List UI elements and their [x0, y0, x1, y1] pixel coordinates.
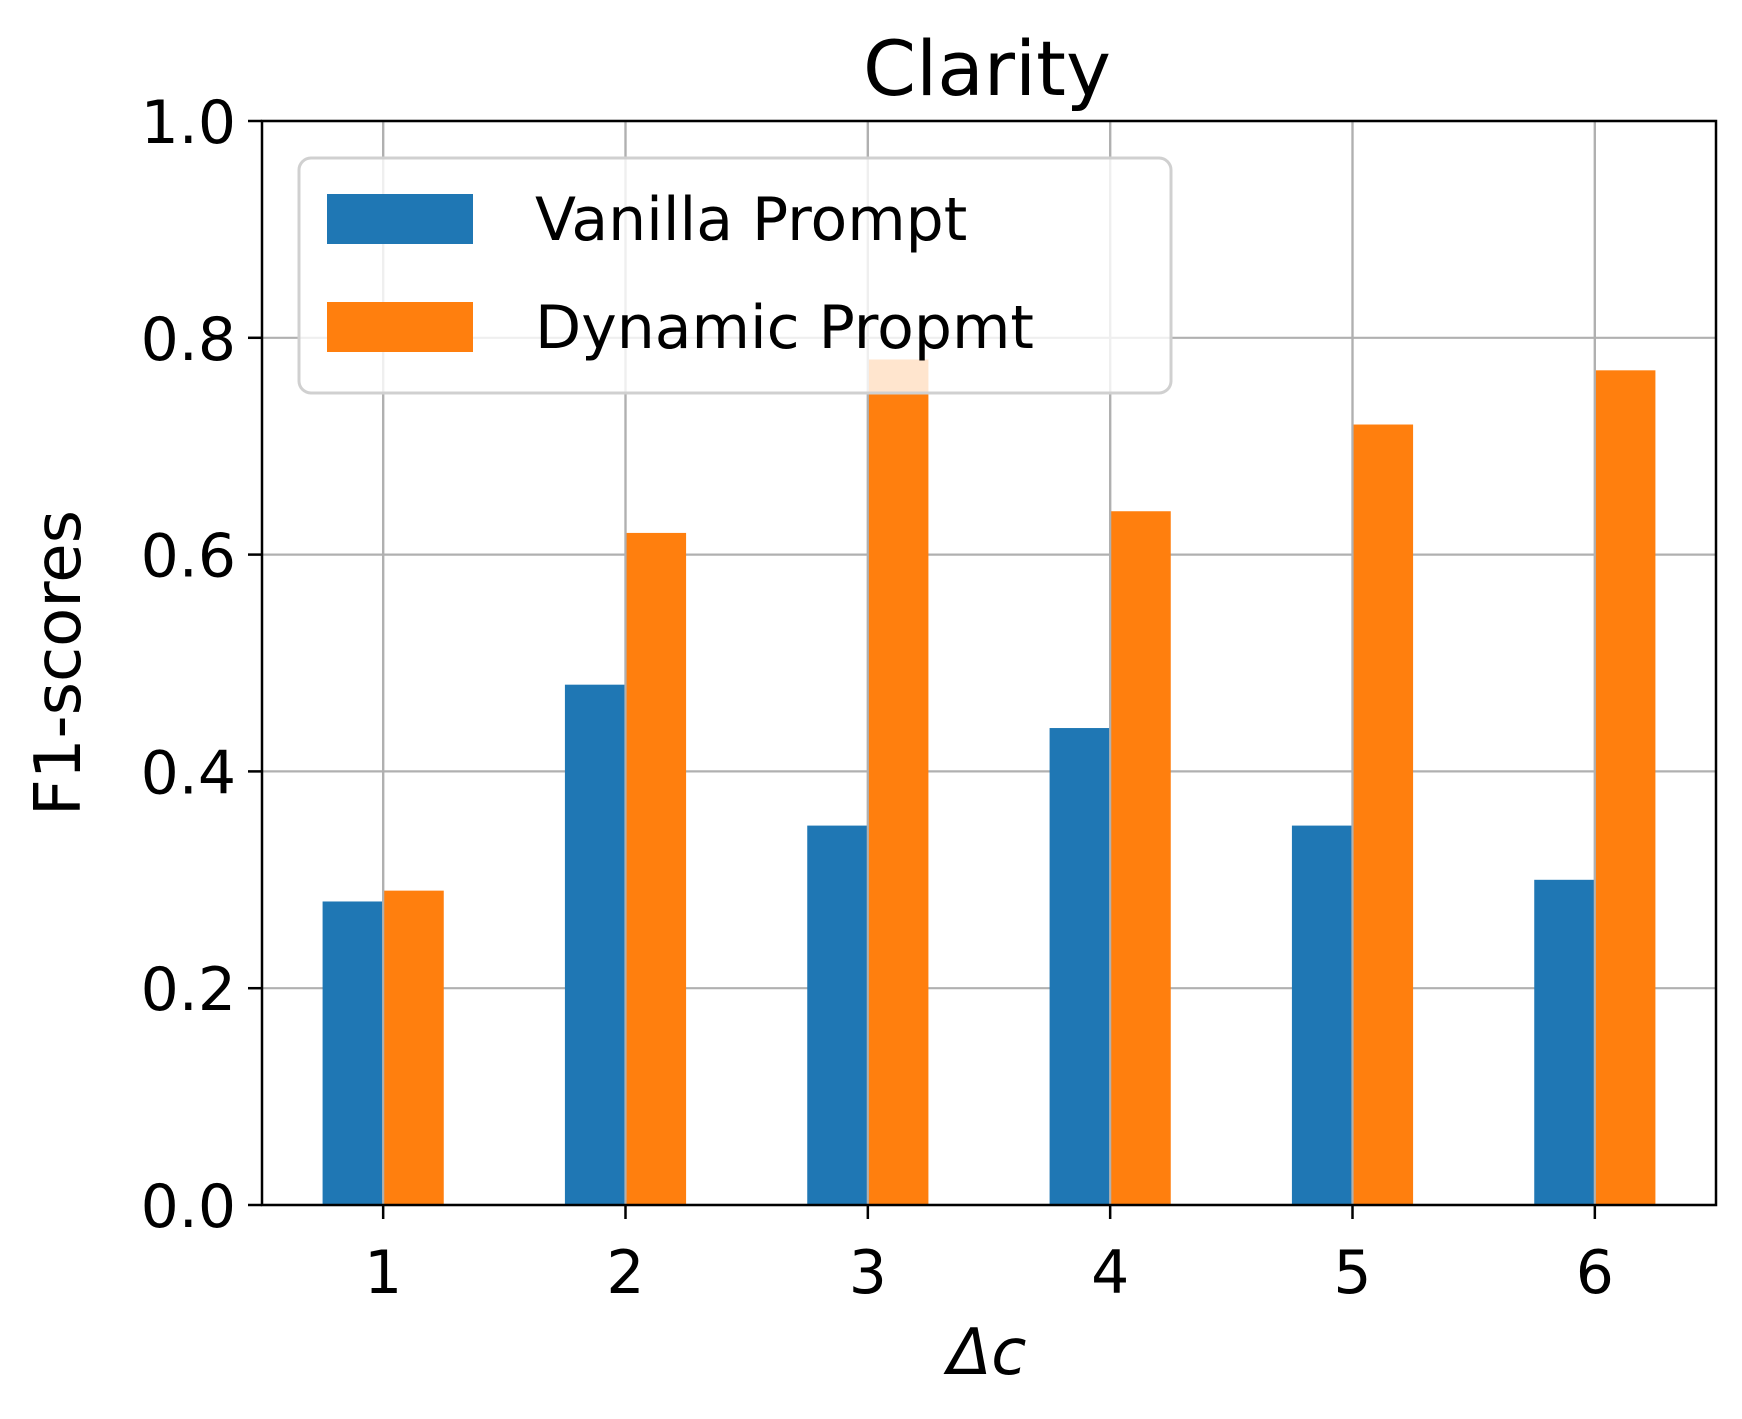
bar-dynamic-propmt-4	[1110, 511, 1171, 1205]
ticks: 0.0 0.2 0.4 0.6 0.8 1.0 1 2 3 4 5 6	[141, 88, 1614, 1308]
bar-vanilla-prompt-5	[1291, 825, 1353, 1205]
axes	[260, 119, 1718, 1207]
bar-dynamic-propmt-2	[625, 532, 687, 1205]
x-tick-label: 6	[1576, 1238, 1614, 1308]
chart-title: Clarity	[863, 24, 1111, 113]
legend-label: Dynamic Propmt	[535, 293, 1034, 363]
bar-vanilla-prompt-1	[322, 901, 384, 1205]
bar-dynamic-propmt-3	[867, 359, 929, 1206]
legend-swatch	[327, 302, 473, 352]
x-tick-label: 3	[849, 1238, 887, 1308]
y-tick-label: 1.0	[141, 88, 236, 158]
legend-swatch	[327, 194, 473, 244]
y-tick-label: 0.8	[141, 305, 236, 375]
y-axis-label: F1-scores	[22, 510, 96, 816]
bar-vanilla-prompt-6	[1534, 879, 1595, 1205]
bar-vanilla-prompt-3	[807, 825, 868, 1205]
bar-dynamic-propmt-5	[1352, 424, 1414, 1205]
x-axis-label: Δc	[943, 1316, 1027, 1390]
legend-box	[297, 156, 1173, 395]
x-tick-label: 5	[1333, 1238, 1371, 1308]
plot-frame	[260, 119, 1718, 1207]
y-tick-label: 0.4	[141, 738, 236, 808]
bar-dynamic-propmt-6	[1594, 370, 1656, 1205]
y-tick-label: 0.0	[141, 1172, 236, 1242]
bar-dynamic-propmt-1	[383, 890, 444, 1205]
y-tick-label: 0.6	[141, 522, 236, 592]
bar-vanilla-prompt-2	[564, 684, 626, 1205]
x-tick-label: 2	[606, 1238, 644, 1308]
bar-vanilla-prompt-4	[1049, 728, 1111, 1205]
x-tick-label: 4	[1091, 1238, 1129, 1308]
legend-label: Vanilla Prompt	[535, 185, 967, 255]
bars	[322, 121, 1656, 1206]
x-tick-label: 1	[364, 1238, 402, 1308]
y-tick-label: 0.2	[141, 955, 236, 1025]
legend: Vanilla Prompt Dynamic Propmt	[297, 156, 1173, 395]
